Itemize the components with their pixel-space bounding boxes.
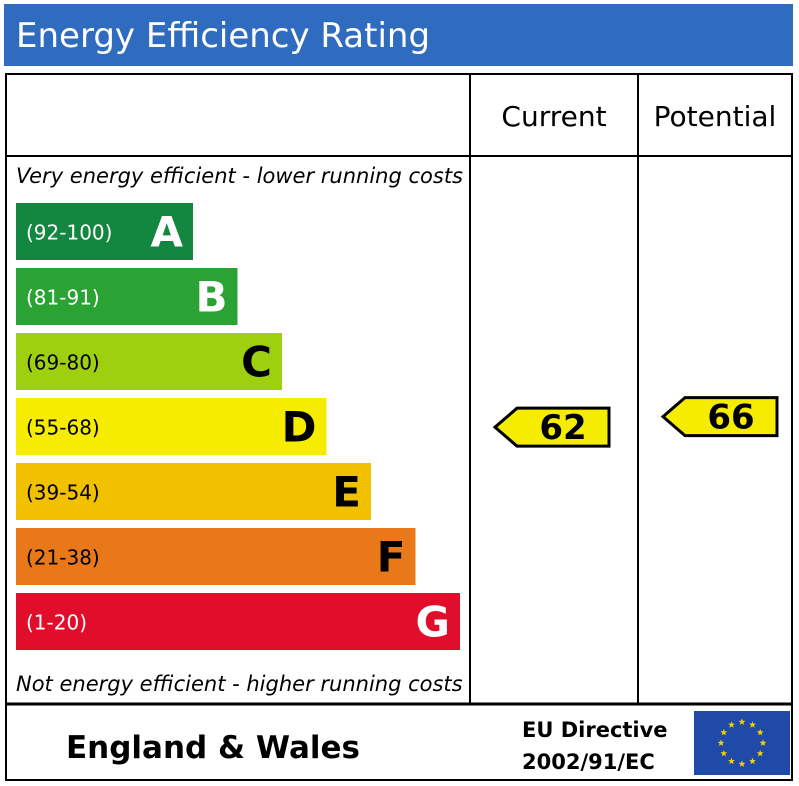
current-rating: 62 bbox=[492, 406, 611, 448]
band-range-e: (39-54) bbox=[26, 481, 100, 505]
band-bar-b bbox=[16, 268, 238, 325]
caption-top: Very energy efficient - lower running co… bbox=[16, 164, 463, 188]
band-e: (39-54) E bbox=[16, 463, 371, 520]
column-header-current: Current bbox=[501, 100, 606, 133]
band-letter-a: A bbox=[150, 208, 183, 257]
eu-star bbox=[738, 760, 746, 767]
eu-star bbox=[717, 739, 725, 746]
band-range-a: (92-100) bbox=[26, 221, 112, 245]
band-letter-d: D bbox=[282, 403, 317, 452]
band-bar-f bbox=[16, 528, 416, 585]
band-bar-c bbox=[16, 333, 282, 390]
band-d: (55-68) D bbox=[16, 398, 327, 455]
eu-star bbox=[756, 749, 764, 757]
band-range-c: (69-80) bbox=[26, 351, 100, 375]
eu-star bbox=[728, 757, 735, 765]
band-a: (92-100) A bbox=[16, 203, 193, 260]
band-letter-c: C bbox=[241, 338, 272, 387]
band-b: (81-91) B bbox=[16, 268, 238, 325]
footer-region: England & Wales bbox=[66, 730, 360, 766]
current-rating-value: 62 bbox=[539, 408, 586, 448]
footer-directive-line2: 2002/91/EC bbox=[522, 750, 655, 774]
column-header-potential: Potential bbox=[654, 100, 777, 133]
potential-rating-value: 66 bbox=[707, 398, 754, 438]
band-letter-b: B bbox=[195, 273, 227, 322]
band-f: (21-38) F bbox=[16, 528, 416, 585]
band-bar-a bbox=[16, 203, 193, 260]
band-bar-d bbox=[16, 398, 327, 455]
rating-bands: (92-100) A (81-91) B (69-80) C (55-68) D (39-54)… bbox=[16, 203, 460, 650]
eu-star bbox=[720, 749, 728, 757]
band-bar-g bbox=[16, 593, 460, 650]
rating-indicators: 62 66 bbox=[492, 396, 779, 448]
eu-star bbox=[756, 728, 764, 736]
band-range-b: (81-91) bbox=[26, 286, 100, 310]
footer-directive-line1: EU Directive bbox=[522, 718, 668, 742]
band-c: (69-80) C bbox=[16, 333, 282, 390]
title-bar: Energy Efficiency Rating bbox=[4, 4, 793, 66]
band-g: (1-20) G bbox=[16, 593, 460, 650]
eu-star bbox=[738, 718, 746, 725]
band-range-g: (1-20) bbox=[26, 611, 87, 635]
potential-rating: 66 bbox=[660, 396, 779, 438]
band-range-f: (21-38) bbox=[26, 546, 100, 570]
eu-star bbox=[749, 721, 756, 728]
page-title: Energy Efficiency Rating bbox=[16, 16, 431, 56]
band-letter-g: G bbox=[416, 598, 450, 647]
caption-bottom: Not energy efficient - higher running co… bbox=[16, 672, 463, 696]
eu-star bbox=[720, 728, 728, 736]
eu-star bbox=[749, 757, 756, 765]
chart-frame bbox=[5, 73, 793, 781]
potential-rating-arrow bbox=[660, 396, 779, 438]
eu-star bbox=[728, 721, 735, 728]
band-letter-f: F bbox=[377, 533, 406, 582]
band-range-d: (55-68) bbox=[26, 416, 100, 440]
band-bar-e bbox=[16, 463, 371, 520]
eu-star bbox=[759, 739, 767, 746]
current-rating-arrow bbox=[492, 406, 611, 448]
eu-flag-icon bbox=[694, 711, 790, 775]
band-letter-e: E bbox=[332, 468, 361, 517]
